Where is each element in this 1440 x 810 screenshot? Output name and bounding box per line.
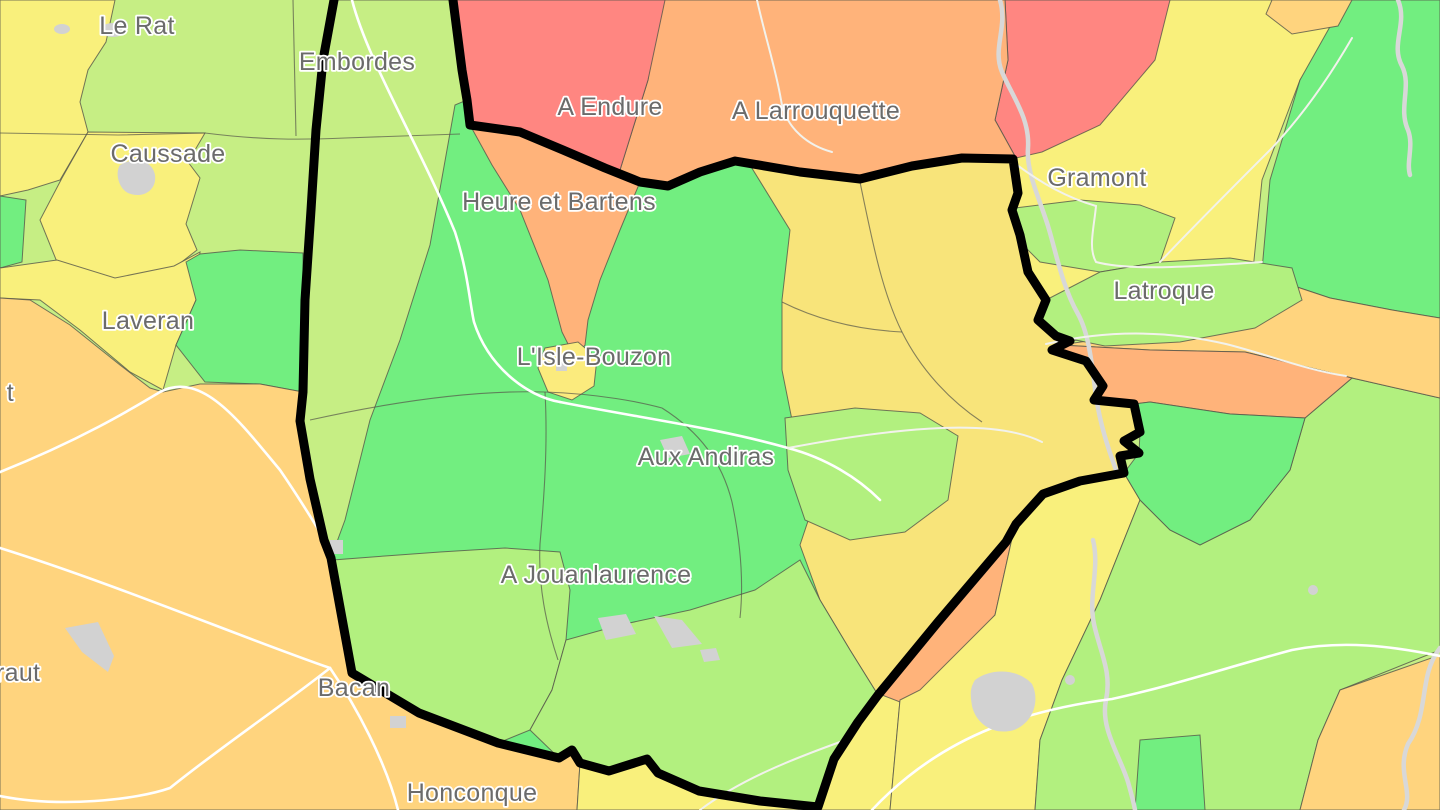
quarry-southwest [65, 622, 114, 672]
road-embordes-isle-bouzon [350, 0, 562, 404]
place-label-a-jouanlaurence: A Jouanlaurence [501, 561, 692, 589]
river-top-right [1395, 0, 1413, 178]
place-label-le-rat: Le Rat [99, 12, 174, 40]
region-yellow-top-left[interactable] [0, 0, 116, 197]
place-label-caussade: Caussade [111, 140, 226, 168]
region-green-strip-left[interactable] [0, 195, 27, 269]
road-southeast [870, 643, 1440, 810]
road-laveran [0, 385, 334, 554]
place-label-isle-bouzon: L'Isle-Bouzon [517, 343, 672, 371]
region-caussade[interactable] [39, 131, 206, 281]
place-label-cut-left-raut: raut [0, 659, 40, 687]
region-amber-strip-top-right[interactable] [1265, 0, 1353, 35]
region-isle-bouzon-village[interactable] [537, 341, 598, 401]
selected-commune-boundary [295, 0, 1145, 810]
place-label-embordes: Embordes [299, 48, 415, 76]
place-label-a-endure: A Endure [557, 93, 662, 121]
place-label-bacan: Bacan [318, 674, 390, 702]
river-bottom-right [1401, 645, 1440, 810]
parcel-borders [0, 0, 983, 661]
place-labels: Le Rat Embordes A Endure A Larrouquette … [0, 10, 1216, 809]
road-to-bacan [0, 546, 332, 670]
place-label-laveran: Laveran [102, 307, 194, 335]
urban-areas [54, 23, 1318, 732]
road-gramont [1012, 161, 1263, 269]
place-label-cut-left-t: t [7, 379, 14, 407]
place-label-gramont: Gramont [1047, 164, 1146, 192]
region-green-bottom-right[interactable] [1134, 734, 1206, 810]
place-label-heure-et-bartens: Heure et Bartens [462, 188, 656, 216]
lake-southeast [970, 671, 1036, 732]
road-village-east [558, 400, 882, 502]
place-label-a-larrouquette: A Larrouquette [732, 97, 900, 125]
urban-caussade [117, 160, 156, 195]
place-label-honconque: Honconque [407, 779, 538, 807]
place-label-aux-andiras: Aux Andiras [638, 443, 775, 471]
place-label-latroque: Latroque [1113, 277, 1214, 305]
